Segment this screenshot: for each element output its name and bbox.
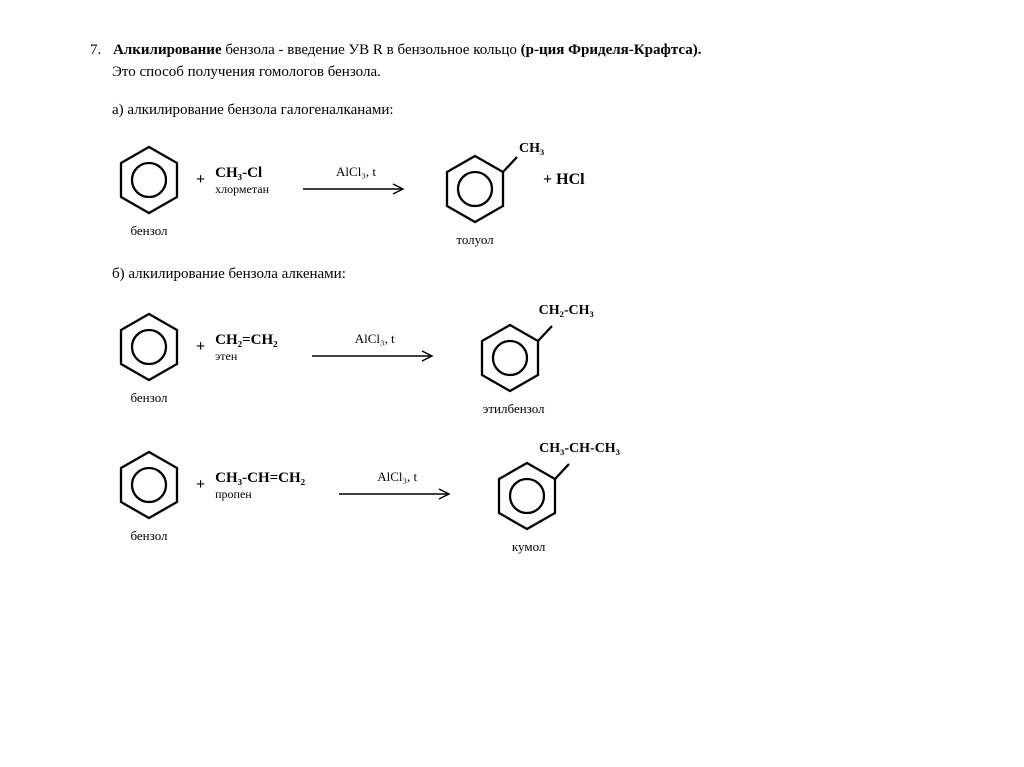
benzene-ring-icon bbox=[110, 308, 188, 386]
product-2: CH₂-CH₃ этилбензол bbox=[464, 297, 594, 417]
benzene-ring-icon bbox=[110, 141, 188, 219]
product-subst-3: CH₃-CH-CH₃ bbox=[539, 441, 620, 457]
arrow-icon bbox=[337, 487, 457, 501]
heading-number: 7. bbox=[90, 42, 101, 58]
heading-bold2: (р-ция Фриделя-Крафтса). bbox=[521, 42, 702, 58]
product-label-3: кумол bbox=[512, 539, 546, 555]
reaction-arrow-1: AlCl₃, t bbox=[301, 164, 411, 196]
product-subst-1: CH₃ bbox=[519, 141, 544, 157]
reagent-label-3: пропен bbox=[215, 487, 252, 502]
arrow-condition-1: AlCl₃, t bbox=[336, 164, 376, 180]
heading-text2: Это способ получения гомологов бензола. bbox=[112, 62, 381, 84]
arrow-condition-3: AlCl₃, t bbox=[377, 469, 417, 485]
arrow-icon bbox=[301, 182, 411, 196]
reagent-formula-1: CH₃-Cl bbox=[215, 165, 262, 182]
reagent-2: CH₂=CH₂ этен bbox=[215, 332, 278, 364]
heading-text1: бензола - введение УВ R в бензольное кол… bbox=[222, 42, 521, 58]
arrow-condition-2: AlCl₃, t bbox=[355, 331, 395, 347]
reagent-formula-2: CH₂=CH₂ bbox=[215, 332, 278, 349]
reactant-label-3: бензол bbox=[130, 528, 167, 544]
reactant-benzene-1: бензол bbox=[110, 141, 188, 239]
reagent-formula-3: CH₃-CH=CH₂ bbox=[215, 470, 305, 487]
plus-sign: + bbox=[196, 476, 205, 494]
reagent-3: CH₃-CH=CH₂ пропен bbox=[215, 470, 305, 502]
reagent-label-1: хлорметан bbox=[215, 182, 269, 197]
reaction-2: бензол + CH₂=CH₂ этен AlCl₃, t CH₂-CH₃ э… bbox=[110, 297, 934, 417]
benzene-ring-icon bbox=[110, 446, 188, 524]
heading-term: Алкилирование bbox=[113, 42, 222, 58]
product-3: CH₃-CH-CH₃ кумол bbox=[481, 435, 631, 555]
product-subst-2: CH₂-CH₃ bbox=[539, 303, 594, 319]
heading: 7. Алкилирование бензола - введение УВ R… bbox=[90, 40, 934, 84]
reactant-label-1: бензол bbox=[130, 223, 167, 239]
arrow-icon bbox=[310, 349, 440, 363]
reaction-arrow-3: AlCl₃, t bbox=[337, 469, 457, 501]
section-a-label: а) алкилирование бензола галогеналканами… bbox=[112, 102, 934, 119]
product-label-2: этилбензол bbox=[483, 401, 545, 417]
byproduct-1: + HCl bbox=[543, 171, 585, 189]
plus-sign: + bbox=[196, 171, 205, 189]
section-b-label: б) алкилирование бензола алкенами: bbox=[112, 266, 934, 283]
reactant-benzene-2: бензол bbox=[110, 308, 188, 406]
reagent-1: CH₃-Cl хлорметан bbox=[215, 165, 269, 197]
reactant-label-2: бензол bbox=[130, 390, 167, 406]
plus-sign: + bbox=[196, 338, 205, 356]
product-1: CH₃ толуол bbox=[435, 133, 535, 248]
reagent-label-2: этен bbox=[215, 349, 237, 364]
reaction-arrow-2: AlCl₃, t bbox=[310, 331, 440, 363]
reaction-1: бензол + CH₃-Cl хлорметан AlCl₃, t CH₃ т… bbox=[110, 133, 934, 248]
reaction-3: бензол + CH₃-CH=CH₂ пропен AlCl₃, t CH₃-… bbox=[110, 435, 934, 555]
reactant-benzene-3: бензол bbox=[110, 446, 188, 544]
product-label-1: толуол bbox=[456, 232, 493, 248]
